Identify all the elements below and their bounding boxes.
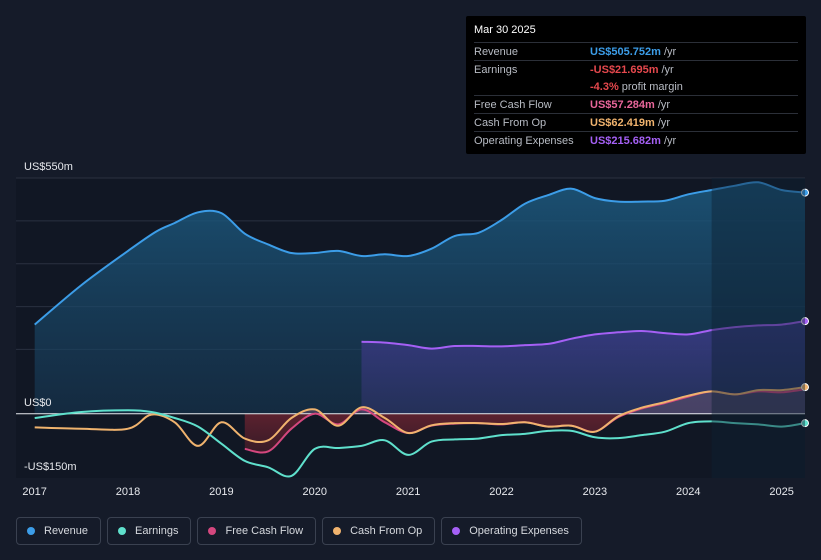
forecast-shade bbox=[711, 178, 805, 478]
cash-from-op-area bbox=[34, 387, 805, 414]
tooltip-unit: /yr bbox=[663, 134, 677, 147]
legend-dot-icon bbox=[208, 527, 217, 535]
tooltip-unit: /yr bbox=[657, 98, 671, 111]
y-axis-zero-label: US$0 bbox=[24, 397, 52, 409]
tooltip-unit: /yr bbox=[663, 45, 677, 58]
x-tick-label: 2021 bbox=[396, 486, 420, 498]
tooltip-label: Revenue bbox=[474, 45, 519, 58]
tooltip-row-revenue: Revenue US$505.752m /yr bbox=[474, 42, 798, 60]
legend-dot-icon bbox=[452, 527, 461, 535]
tooltip-value: US$215.682m bbox=[590, 134, 661, 147]
tooltip-row-free-cash-flow: Free Cash Flow US$57.284m /yr bbox=[474, 95, 798, 113]
revenue-line bbox=[34, 181, 806, 326]
y-axis-bottom-label: -US$150m bbox=[24, 461, 77, 473]
x-tick-label: 2022 bbox=[489, 486, 513, 498]
x-tick-label: 2019 bbox=[209, 486, 233, 498]
tooltip-label: Cash From Op bbox=[474, 116, 547, 129]
operating-expenses-area bbox=[361, 321, 805, 414]
legend-item-cash-from-op[interactable]: Cash From Op bbox=[322, 517, 436, 545]
operating-expenses-end-marker bbox=[801, 317, 809, 326]
legend-dot-icon bbox=[27, 527, 35, 535]
legend-dot-icon bbox=[118, 527, 127, 535]
tooltip-row-profit-margin: -4.3% profit margin bbox=[474, 78, 798, 95]
x-tick-label: 2018 bbox=[116, 486, 140, 498]
legend-dot-icon bbox=[333, 527, 342, 535]
legend-item-revenue[interactable]: Revenue bbox=[16, 517, 102, 545]
x-tick-label: 2024 bbox=[676, 486, 700, 498]
tooltip-unit: /yr bbox=[661, 63, 674, 76]
data-tooltip: Mar 30 2025 Revenue US$505.752m /yr Earn… bbox=[466, 16, 806, 154]
cash-from-op-end-marker bbox=[801, 383, 809, 392]
legend-item-operating-expenses[interactable]: Operating Expenses bbox=[441, 517, 582, 545]
legend-item-free-cash-flow[interactable]: Free Cash Flow bbox=[197, 517, 317, 545]
tooltip-unit: profit margin bbox=[621, 80, 683, 93]
tooltip-value: US$505.752m bbox=[590, 45, 661, 58]
tooltip-label: Operating Expenses bbox=[474, 134, 574, 147]
tooltip-value: US$57.284m bbox=[590, 98, 655, 111]
tooltip-value: -US$21.695m bbox=[590, 63, 659, 76]
operating-expenses-line bbox=[361, 320, 806, 350]
tooltip-unit: /yr bbox=[657, 116, 671, 129]
tooltip-row-cash-from-op: Cash From Op US$62.419m /yr bbox=[474, 113, 798, 131]
series-lines bbox=[16, 181, 806, 478]
y-axis-top-label: US$550m bbox=[24, 161, 73, 173]
earnings-end-marker bbox=[801, 419, 809, 428]
legend-label: Revenue bbox=[44, 525, 89, 537]
earnings-line bbox=[34, 409, 806, 478]
x-tick-label: 2023 bbox=[583, 486, 607, 498]
legend-label: Earnings bbox=[135, 525, 179, 537]
x-tick-label: 2020 bbox=[303, 486, 327, 498]
revenue-end-marker bbox=[801, 188, 809, 197]
legend-label: Cash From Op bbox=[350, 525, 423, 537]
tooltip-row-earnings: Earnings -US$21.695m /yr bbox=[474, 60, 798, 78]
tooltip-value: -4.3% bbox=[590, 80, 619, 93]
tooltip-row-operating-expenses: Operating Expenses US$215.682m /yr bbox=[474, 131, 798, 149]
tooltip-date: Mar 30 2025 bbox=[474, 24, 536, 36]
tooltip-label: Free Cash Flow bbox=[474, 98, 552, 111]
legend-label: Free Cash Flow bbox=[225, 525, 304, 537]
legend-item-earnings[interactable]: Earnings bbox=[107, 517, 192, 545]
chart-legend: Revenue Earnings Free Cash Flow Cash Fro… bbox=[16, 517, 582, 545]
series-end-markers bbox=[801, 188, 809, 428]
cash-from-op-line bbox=[34, 386, 806, 447]
tooltip-value: US$62.419m bbox=[590, 116, 655, 129]
x-tick-label: 2017 bbox=[22, 486, 46, 498]
x-tick-label: 2025 bbox=[769, 486, 793, 498]
forecast-region bbox=[711, 178, 805, 478]
tooltip-label: Earnings bbox=[474, 63, 518, 76]
x-axis-ticks: 2017 2018 2019 2020 2021 2022 2023 2024 2025 bbox=[22, 486, 793, 498]
legend-label: Operating Expenses bbox=[469, 525, 569, 537]
